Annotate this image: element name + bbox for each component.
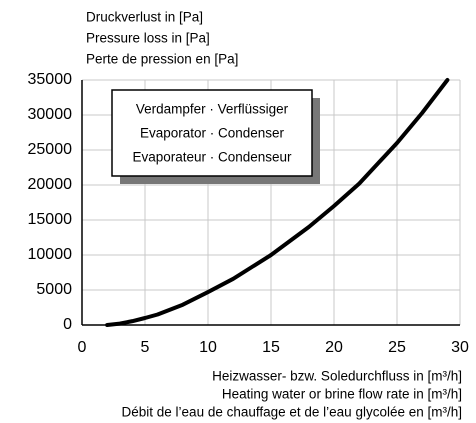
legend-text: Evaporateur · Condenseur <box>132 150 292 165</box>
y-tick-label: 15000 <box>28 211 73 228</box>
curve <box>105 78 450 327</box>
x-tick-label: 30 <box>451 339 469 356</box>
y-axis-label: Pressure loss in [Pa] <box>86 31 210 46</box>
x-axis-label: Débit de l’eau de chauffage et de l’eau … <box>122 405 462 420</box>
y-tick-label: 35000 <box>28 71 73 88</box>
x-tick-label: 0 <box>78 339 87 356</box>
y-axis-label: Perte de pression en [Pa] <box>86 52 238 67</box>
y-tick-label: 0 <box>63 316 72 333</box>
x-tick-label: 20 <box>325 339 343 356</box>
y-axis-label: Druckverlust in [Pa] <box>86 10 203 25</box>
x-tick-label: 25 <box>388 339 406 356</box>
x-axis-label: Heizwasser- bzw. Soledurchfluss in [m³/h… <box>212 369 462 384</box>
legend-text: Evaporator · Condenser <box>140 126 285 141</box>
y-tick-label: 20000 <box>28 176 73 193</box>
x-tick-label: 10 <box>199 339 217 356</box>
x-tick-label: 15 <box>262 339 280 356</box>
x-axis-label: Heating water or brine flow rate in [m³/… <box>222 387 462 402</box>
x-tick-label: 5 <box>141 339 150 356</box>
y-tick-label: 25000 <box>28 141 73 158</box>
legend-box <box>111 89 313 177</box>
y-tick-label: 5000 <box>36 281 72 298</box>
y-tick-label: 30000 <box>28 106 73 123</box>
legend-text: Verdampfer · Verflüssiger <box>136 102 289 117</box>
y-tick-label: 10000 <box>28 246 73 263</box>
